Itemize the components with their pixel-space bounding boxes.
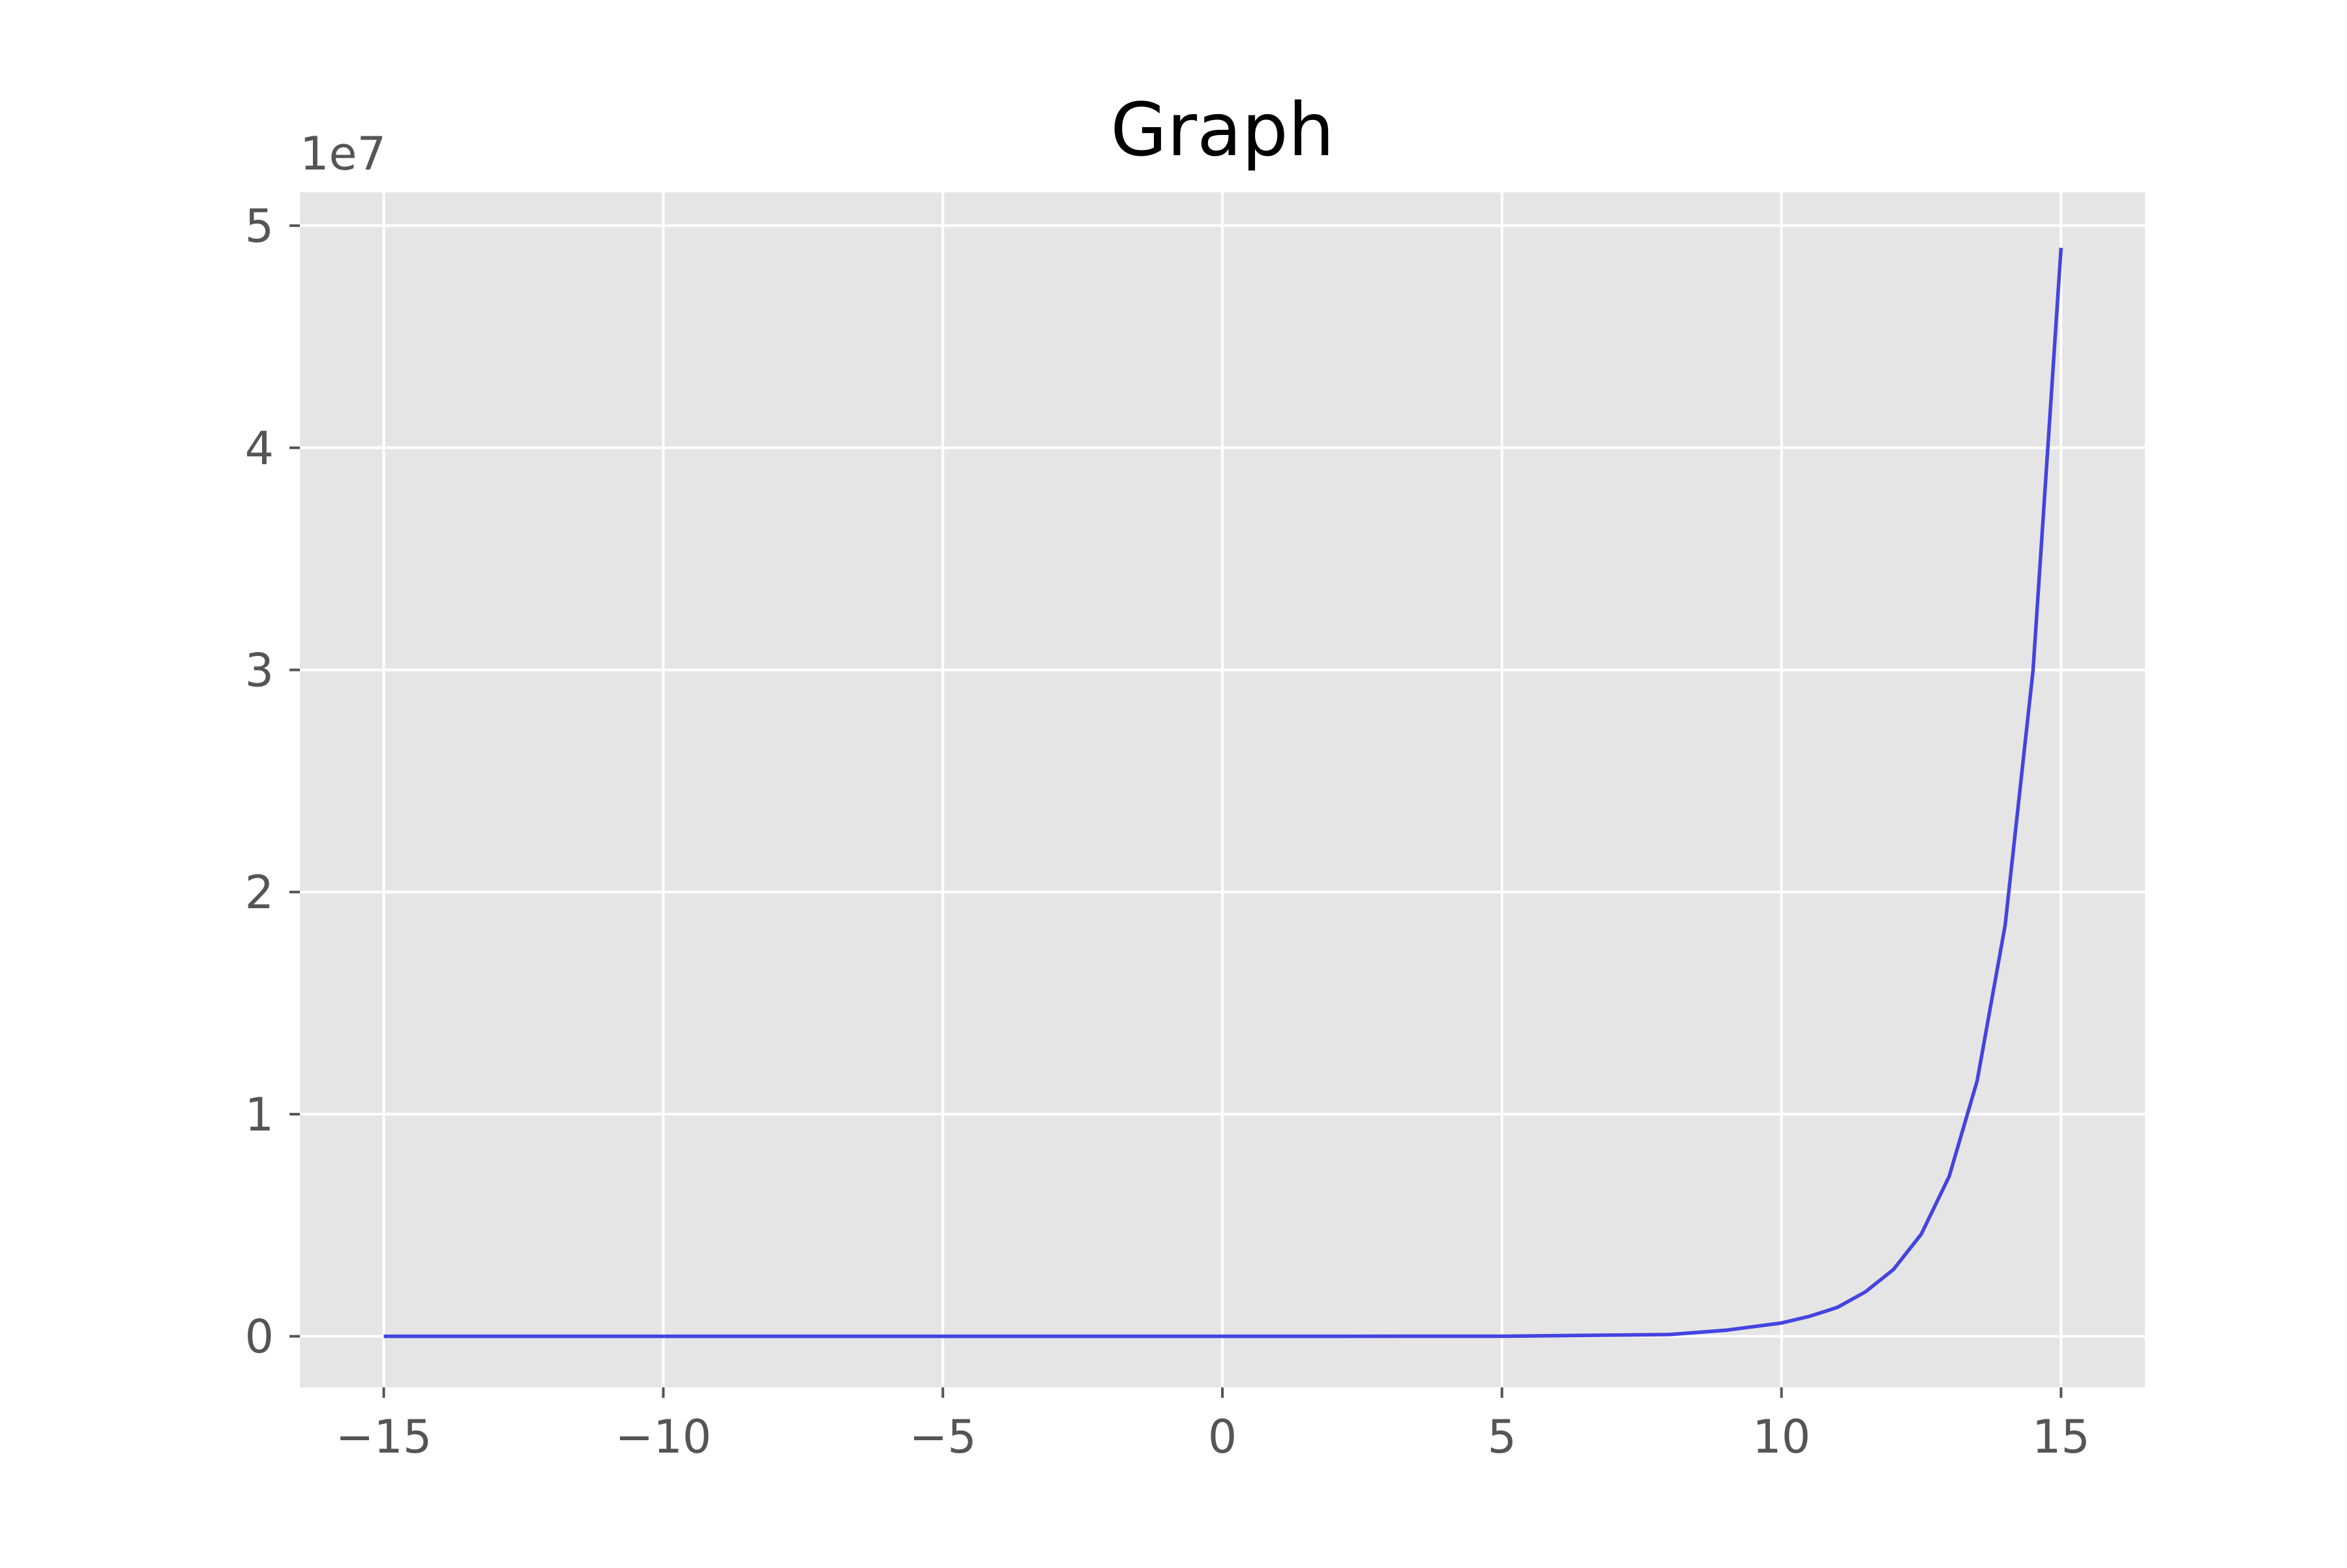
y-tick-label: 3 bbox=[244, 644, 274, 698]
x-tick-label: −15 bbox=[336, 1410, 432, 1464]
x-tick-label: −10 bbox=[615, 1410, 712, 1464]
series-line-0 bbox=[383, 248, 2063, 1339]
x-tick-label: 15 bbox=[2032, 1410, 2090, 1464]
y-tick-label: 2 bbox=[244, 866, 274, 919]
y-tick-label: 4 bbox=[244, 422, 274, 475]
x-tick-label: 0 bbox=[1208, 1410, 1237, 1464]
x-tick-label: 5 bbox=[1488, 1410, 1517, 1464]
y-axis-offset-label: 1e7 bbox=[300, 127, 386, 181]
chart-title: Graph bbox=[1110, 88, 1335, 173]
y-tick-label: 5 bbox=[244, 200, 274, 253]
series bbox=[383, 248, 2063, 1339]
y-tick-label: 1 bbox=[244, 1088, 274, 1142]
x-tick-label: −5 bbox=[909, 1410, 977, 1464]
x-tick-label: 10 bbox=[1752, 1410, 1810, 1464]
y-tick-label: 0 bbox=[244, 1310, 274, 1364]
ticks: −15 −10 −5 0 5 10 15 0 1 2 3 4 5 bbox=[244, 200, 2089, 1464]
